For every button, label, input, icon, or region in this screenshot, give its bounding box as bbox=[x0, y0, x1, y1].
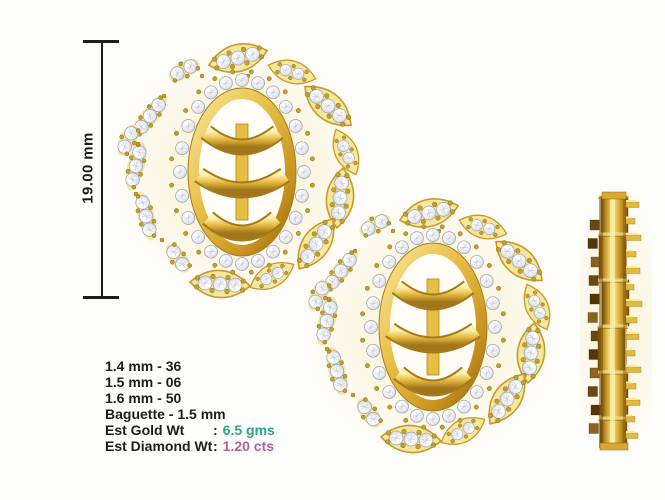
diamond-weight-label: Est Diamond Wt bbox=[105, 438, 213, 454]
earring-side-profile-view bbox=[580, 190, 652, 458]
spec-row-stone-size-1: 1.4 mm - 36 bbox=[105, 358, 182, 374]
ruler-cap-bottom bbox=[83, 296, 119, 299]
ruler-line bbox=[101, 41, 103, 298]
spec-row-diamond-weight: Est Diamond Wt:1.20 cts bbox=[105, 438, 275, 454]
spec-list: 1.4 mm - 36 1.5 mm - 06 1.6 mm - 50 Bagu… bbox=[105, 358, 275, 454]
dimension-label: 19.00 mm bbox=[79, 132, 97, 204]
gold-weight-label: Est Gold Wt bbox=[105, 422, 185, 438]
spec-row-stone-size-3: 1.6 mm - 50 bbox=[105, 390, 182, 406]
earring-front-view-secondary bbox=[299, 193, 567, 461]
diamond-weight-colon: : bbox=[213, 438, 218, 454]
gold-weight-colon: : bbox=[213, 422, 218, 438]
spec-row-stone-size-2: 1.5 mm - 06 bbox=[105, 374, 182, 390]
spec-row-baguette: Baguette - 1.5 mm bbox=[105, 406, 226, 422]
spec-row-gold-weight: Est Gold Wt:6.5 gms bbox=[105, 422, 275, 438]
gold-weight-value: 6.5 gms bbox=[222, 422, 275, 438]
earring-front-view-primary bbox=[108, 38, 376, 306]
diamond-weight-value: 1.20 cts bbox=[222, 438, 275, 454]
